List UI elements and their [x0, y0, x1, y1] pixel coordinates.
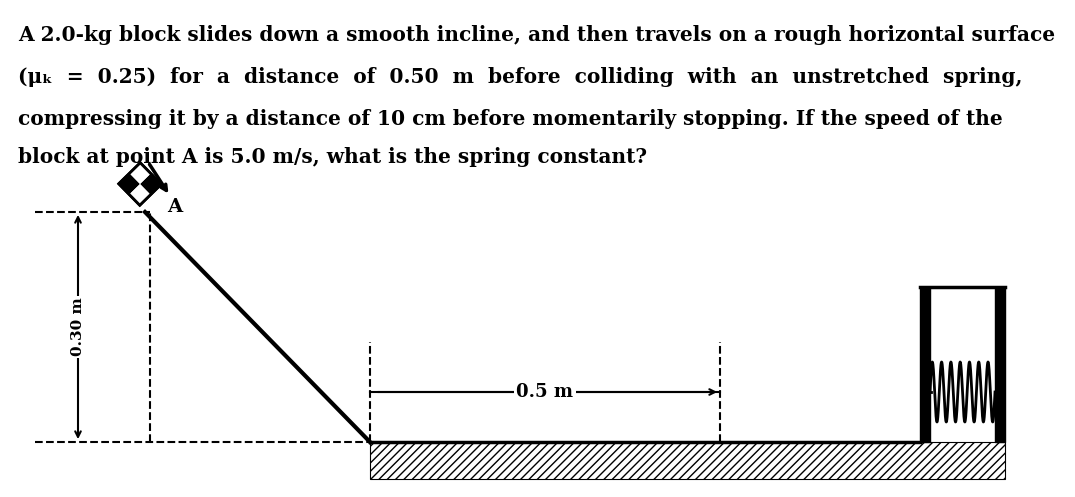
- Text: compressing it by a distance of 10 cm before momentarily stopping. If the speed : compressing it by a distance of 10 cm be…: [18, 109, 1003, 129]
- Polygon shape: [129, 163, 151, 184]
- Polygon shape: [140, 173, 161, 195]
- Text: 0.5 m: 0.5 m: [516, 383, 573, 401]
- Bar: [370, 442, 1005, 479]
- Bar: [920, 287, 930, 442]
- Text: A: A: [167, 198, 182, 216]
- Polygon shape: [119, 173, 140, 194]
- Text: block at point A is 5.0 m/s, what is the spring constant?: block at point A is 5.0 m/s, what is the…: [18, 147, 647, 167]
- Text: (μₖ  =  0.25)  for  a  distance  of  0.50  m  before  colliding  with  an  unstr: (μₖ = 0.25) for a distance of 0.50 m bef…: [18, 67, 1022, 87]
- Text: 0.30 m: 0.30 m: [71, 298, 85, 356]
- Polygon shape: [129, 184, 151, 205]
- Polygon shape: [119, 163, 161, 205]
- Bar: [995, 287, 1005, 442]
- Text: A 2.0-kg block slides down a smooth incline, and then travels on a rough horizon: A 2.0-kg block slides down a smooth incl…: [18, 25, 1056, 45]
